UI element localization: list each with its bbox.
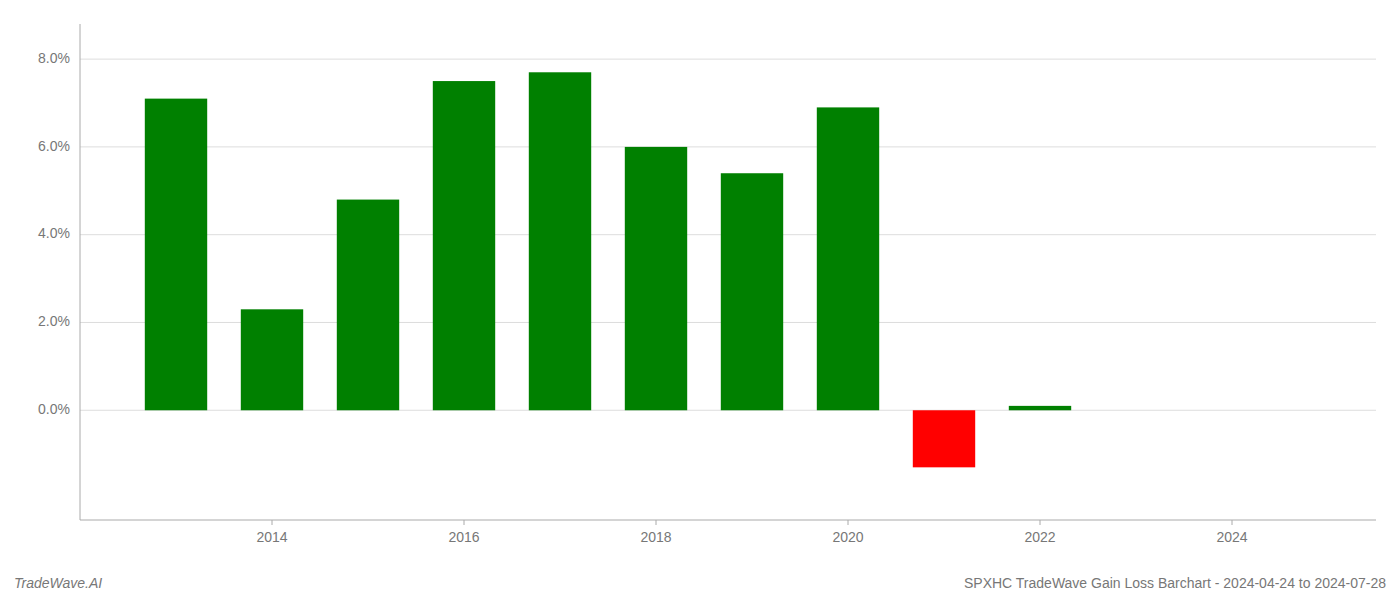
bar xyxy=(337,200,399,411)
y-tick-label: 0.0% xyxy=(38,401,70,417)
x-tick xyxy=(1040,520,1041,525)
x-tick-label: 2022 xyxy=(1024,529,1055,545)
bar xyxy=(1009,406,1071,410)
bar xyxy=(529,72,591,410)
grid-line xyxy=(80,59,1376,60)
x-axis-line xyxy=(80,520,1376,521)
y-tick-label: 4.0% xyxy=(38,225,70,241)
bar xyxy=(433,81,495,410)
x-tick-label: 2018 xyxy=(640,529,671,545)
bar xyxy=(1105,410,1167,411)
background xyxy=(0,0,1400,600)
x-axis: 2014 2016 2018 2020 2022 2024 xyxy=(80,520,1376,545)
bar xyxy=(145,99,207,411)
bar xyxy=(625,147,687,410)
y-axis: 0.0% 2.0% 4.0% 6.0% 8.0% xyxy=(38,24,80,520)
x-tick xyxy=(272,520,273,525)
y-axis-line xyxy=(80,24,81,520)
y-tick-label: 6.0% xyxy=(38,138,70,154)
x-tick xyxy=(464,520,465,525)
bar xyxy=(241,309,303,410)
bars xyxy=(145,72,1071,467)
title: SPXHC TradeWave Gain Loss Barchart - 202… xyxy=(964,575,1386,591)
x-tick-label: 2024 xyxy=(1216,529,1247,545)
x-tick-label: 2020 xyxy=(832,529,863,545)
bar xyxy=(913,410,975,467)
x-tick xyxy=(656,520,657,525)
bar xyxy=(721,173,783,410)
x-tick xyxy=(848,520,849,525)
y-tick-label: 8.0% xyxy=(38,50,70,66)
x-tick-label: 2014 xyxy=(256,529,287,545)
x-tick xyxy=(1232,520,1233,525)
y-tick-label: 2.0% xyxy=(38,313,70,329)
grid-line xyxy=(80,146,1376,147)
bar xyxy=(817,107,879,410)
y-grid xyxy=(80,59,1376,410)
chart: 0.0% 2.0% 4.0% 6.0% 8.0% 2014 2016 2018 2020 2022… xyxy=(0,0,1400,600)
watermark: TradeWave.AI xyxy=(14,575,102,591)
x-tick-label: 2016 xyxy=(448,529,479,545)
